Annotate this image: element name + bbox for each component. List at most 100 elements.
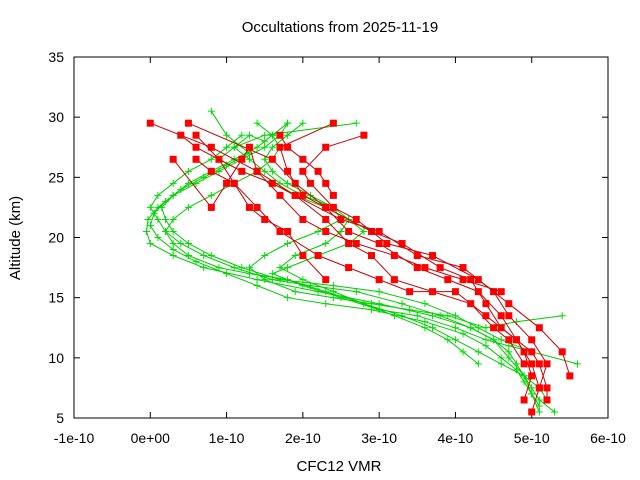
data-point-plus <box>291 252 299 260</box>
data-point-square <box>474 276 482 284</box>
data-point-square <box>322 215 330 223</box>
data-point-square <box>184 119 192 127</box>
data-point-square <box>558 348 566 356</box>
data-point-plus <box>253 119 261 127</box>
data-point-plus <box>558 312 566 320</box>
data-point-square <box>352 240 360 248</box>
data-point-square <box>299 215 307 223</box>
data-point-plus <box>482 324 490 332</box>
data-point-plus <box>276 264 284 272</box>
data-point-square <box>490 324 498 332</box>
data-point-plus <box>352 288 360 296</box>
x-tick-label: 1e-10 <box>209 430 245 446</box>
data-point-square <box>467 300 475 308</box>
data-point-square <box>245 143 253 151</box>
data-point-square <box>322 143 330 151</box>
data-point-square <box>169 155 177 163</box>
y-tick-label: 15 <box>48 290 64 306</box>
data-point-plus <box>322 240 330 248</box>
data-point-square <box>543 360 551 368</box>
data-point-square <box>299 155 307 163</box>
data-point-plus <box>299 282 307 290</box>
data-point-square <box>238 167 246 175</box>
data-point-square <box>245 203 253 211</box>
x-tick-label: 5e-10 <box>514 430 550 446</box>
data-point-square <box>253 203 261 211</box>
y-tick-label: 30 <box>48 109 64 125</box>
data-point-plus <box>551 408 559 416</box>
data-point-square <box>345 227 353 235</box>
data-point-square <box>284 167 292 175</box>
data-point-plus <box>223 131 231 139</box>
data-point-plus <box>253 282 261 290</box>
data-point-square <box>261 215 269 223</box>
data-point-plus <box>276 276 284 284</box>
data-point-square <box>566 372 574 380</box>
data-point-square <box>322 227 330 235</box>
data-point-plus <box>284 240 292 248</box>
data-point-plus <box>215 264 223 272</box>
data-point-plus <box>451 324 459 332</box>
data-point-square <box>429 252 437 260</box>
axis-ticks: -1e-10 0e+00 1e-10 2e-10 3e-10 4e-10 5e-10 6e-1… <box>48 49 626 446</box>
data-point-plus <box>284 264 292 272</box>
data-point-plus <box>314 227 322 235</box>
data-point-plus <box>284 131 292 139</box>
data-point-plus <box>284 119 292 127</box>
data-point-plus <box>268 276 276 284</box>
data-point-plus <box>207 107 215 115</box>
data-point-plus <box>528 390 536 398</box>
data-point-square <box>459 276 467 284</box>
data-point-plus <box>184 240 192 248</box>
data-point-square <box>413 264 421 272</box>
data-point-plus <box>474 348 482 356</box>
data-point-square <box>268 179 276 187</box>
data-point-plus <box>261 143 269 151</box>
data-point-square <box>429 288 437 296</box>
plot-frame <box>73 56 609 419</box>
y-tick-label: 10 <box>48 350 64 366</box>
data-point-square <box>528 372 536 380</box>
data-point-plus <box>169 240 177 248</box>
data-point-square <box>268 155 276 163</box>
data-point-plus <box>505 354 513 362</box>
data-point-plus <box>322 300 330 308</box>
data-point-plus <box>184 203 192 211</box>
data-point-plus <box>268 131 276 139</box>
data-point-plus <box>207 155 215 163</box>
data-point-square <box>192 131 200 139</box>
data-point-plus <box>200 173 208 181</box>
data-point-square <box>345 240 353 248</box>
data-point-plus <box>429 324 437 332</box>
y-tick-label: 25 <box>48 169 64 185</box>
series-line <box>195 158 327 280</box>
series-line <box>195 134 540 389</box>
y-tick-label: 20 <box>48 230 64 246</box>
data-point-plus <box>200 252 208 260</box>
data-point-plus <box>238 131 246 139</box>
data-point-square <box>329 203 337 211</box>
data-point-plus <box>459 330 467 338</box>
data-point-plus <box>146 240 154 248</box>
data-point-square <box>207 203 215 211</box>
data-point-plus <box>451 336 459 344</box>
data-point-plus <box>253 276 261 284</box>
series-red-6 <box>177 131 528 368</box>
data-point-square <box>375 227 383 235</box>
data-point-square <box>375 240 383 248</box>
x-tick-label: 4e-10 <box>438 430 474 446</box>
data-point-plus <box>192 258 200 266</box>
data-point-plus <box>482 336 490 344</box>
data-point-square <box>444 276 452 284</box>
data-point-square <box>337 215 345 223</box>
data-point-plus <box>144 215 152 223</box>
data-point-plus <box>375 300 383 308</box>
data-point-plus <box>154 191 162 199</box>
data-point-plus <box>444 312 452 320</box>
data-point-square <box>390 252 398 260</box>
data-point-square <box>329 191 337 199</box>
data-point-plus <box>482 342 490 350</box>
data-point-plus <box>169 179 177 187</box>
data-point-square <box>276 143 284 151</box>
